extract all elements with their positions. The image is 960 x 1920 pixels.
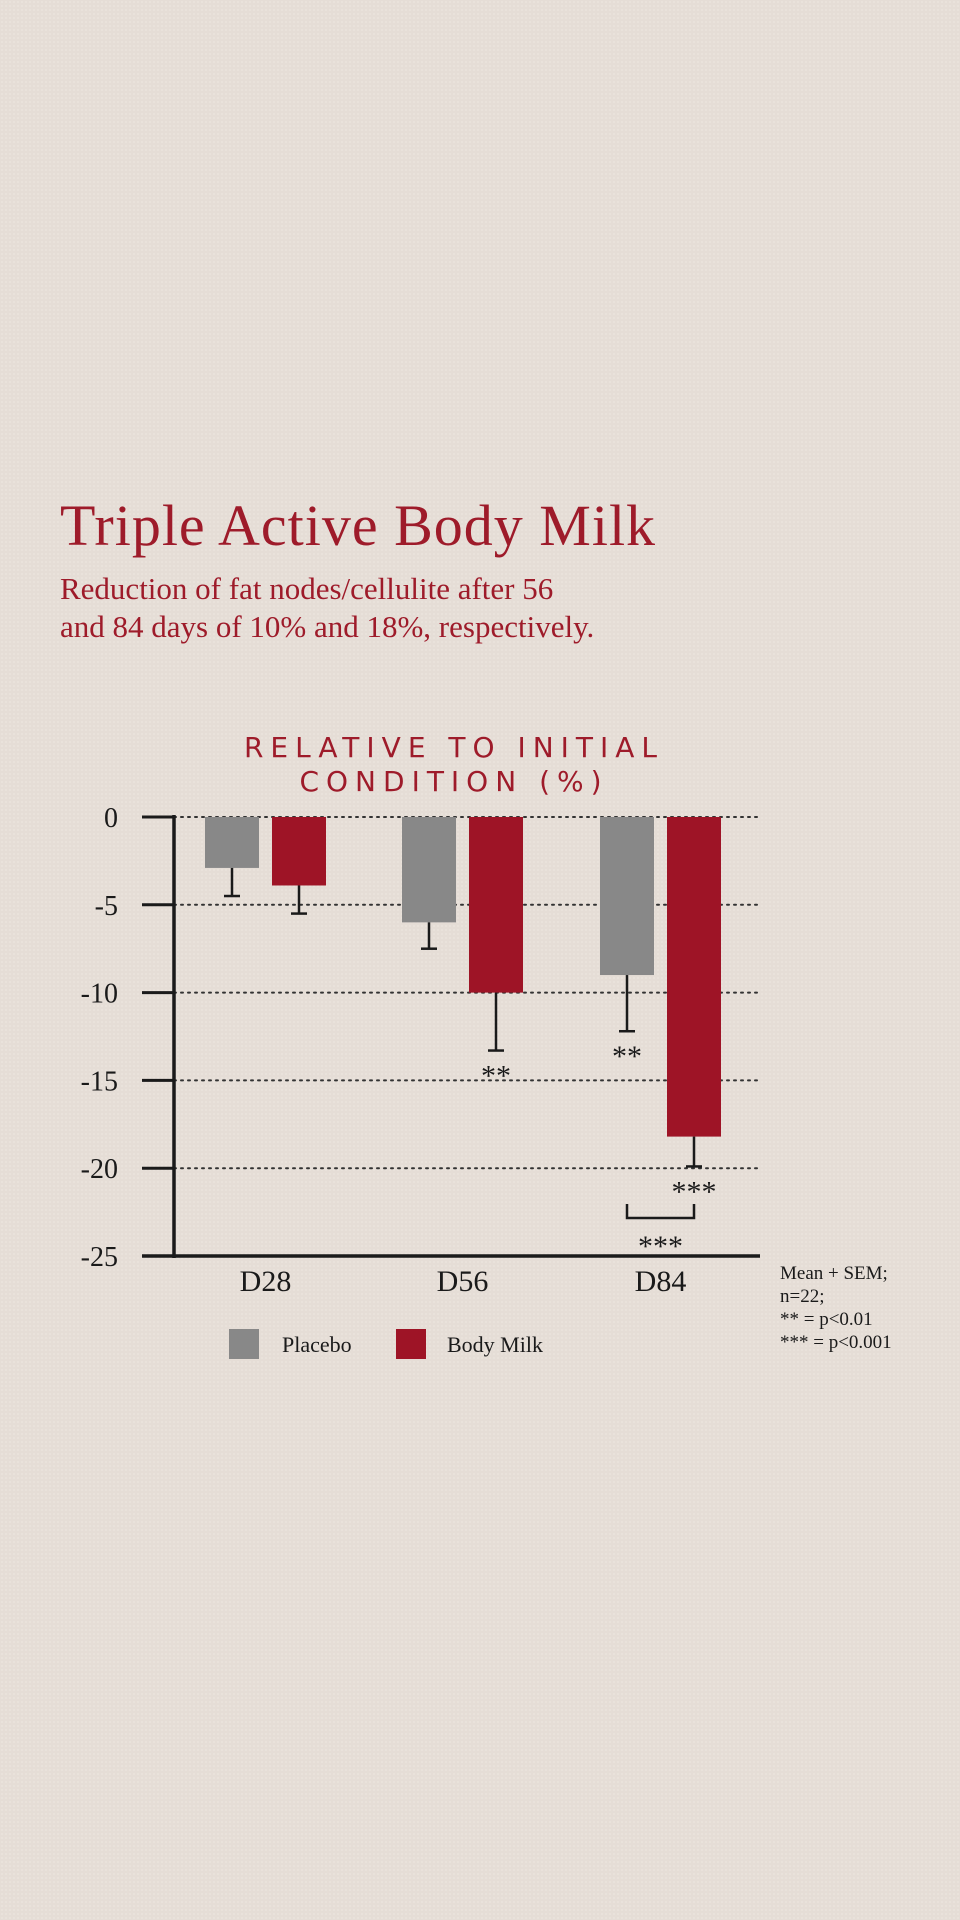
y-tick-label: -25 [81, 1242, 118, 1273]
category-label: D84 [635, 1265, 687, 1298]
legend-label-placebo: Placebo [282, 1332, 352, 1357]
bar [205, 817, 259, 868]
significance-label: ** [612, 1040, 642, 1073]
bars [205, 817, 721, 1137]
y-tick-label: -20 [81, 1154, 118, 1185]
subtitle: Reduction of fat nodes/cellulite after 5… [60, 570, 760, 646]
y-tick-label: -5 [95, 891, 118, 922]
gridlines [173, 816, 761, 1170]
comparison-bracket: *** [625, 1204, 696, 1263]
category-label: D56 [437, 1265, 489, 1298]
y-tick-label: -10 [81, 979, 118, 1010]
y-axis-ticks: 0 -5 -10 -15 -20 -25 [81, 803, 174, 1273]
axis-title-line-1: RELATIVE TO INITIAL [244, 731, 664, 764]
note-line-1: Mean + SEM; [780, 1263, 888, 1284]
note-line-3: ** = p<0.01 [780, 1309, 873, 1330]
x-axis-categories: D28 D56 D84 [240, 1265, 687, 1298]
axes [142, 815, 760, 1258]
bar [600, 817, 654, 976]
note-line-4: *** = p<0.001 [780, 1332, 892, 1353]
axis-title-line-2: CONDITION (%) [299, 765, 608, 798]
bar [272, 817, 326, 886]
y-tick-label: 0 [104, 803, 118, 834]
bar [469, 817, 523, 993]
note-line-2: n=22; [780, 1286, 825, 1307]
legend-label-body-milk: Body Milk [447, 1332, 543, 1357]
error-bars [224, 867, 702, 1168]
category-label: D28 [240, 1265, 292, 1298]
bar [667, 817, 721, 1137]
comparison-bracket-line [625, 1204, 696, 1220]
legend-swatch-placebo [229, 1329, 259, 1359]
chart-title: Triple Active Body Milk [60, 493, 657, 558]
subtitle-line-2: and 84 days of 10% and 18%, respectively… [60, 609, 595, 644]
comparison-label: *** [638, 1230, 683, 1263]
subtitle-line-1: Reduction of fat nodes/cellulite after 5… [60, 571, 554, 606]
significance-labels: ******* [481, 1040, 717, 1208]
legend-swatch-body-milk [396, 1329, 426, 1359]
bar [402, 817, 456, 923]
significance-label: ** [481, 1060, 511, 1093]
y-tick-label: -15 [81, 1066, 118, 1097]
stats-note: Mean + SEM; n=22; ** = p<0.01 *** = p<0.… [780, 1262, 892, 1354]
legend: Placebo Body Milk [229, 1329, 543, 1359]
significance-label: *** [672, 1175, 717, 1208]
